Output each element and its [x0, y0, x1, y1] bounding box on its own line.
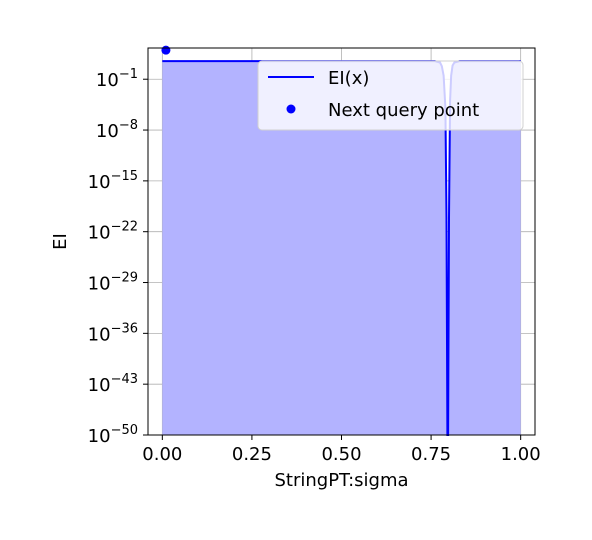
legend-label-query-point: Next query point: [328, 100, 479, 121]
query-point-layer: [161, 45, 171, 55]
x-tick-label: 0.75: [411, 444, 451, 465]
y-tick-label: 10−50: [88, 423, 138, 447]
legend-marker-swatch: [286, 104, 296, 114]
y-tick-label: 10−36: [88, 321, 138, 345]
legend-label-ei: EI(x): [328, 68, 369, 89]
y-tick-label: 10−43: [88, 372, 138, 396]
y-tick-label: 10−1: [96, 67, 138, 91]
y-tick-label: 10−22: [88, 220, 138, 244]
x-tick-label: 0.00: [142, 444, 182, 465]
legend: EI(x) Next query point: [257, 60, 524, 131]
x-tick-label: 0.50: [321, 444, 361, 465]
x-tick-label: 0.25: [232, 444, 272, 465]
next-query-point-marker: [161, 45, 171, 55]
x-axis-label: StringPT:sigma: [274, 470, 408, 491]
x-axis-ticks: 0.00 0.25 0.50 0.75 1.00: [142, 435, 541, 465]
y-tick-label: 10−15: [88, 169, 138, 193]
legend-box: [257, 60, 524, 131]
x-tick-label: 1.00: [501, 444, 541, 465]
y-tick-label: 10−29: [88, 271, 138, 295]
y-tick-label: 10−8: [96, 118, 138, 142]
ei-fill-layer: [162, 61, 521, 435]
ei-fill-area: [162, 61, 521, 435]
y-axis-label: EI: [50, 233, 71, 250]
y-axis-ticks: 10−1 10−8 10−15 10−22 10−29 10−36 10−43 10−50: [88, 67, 148, 447]
